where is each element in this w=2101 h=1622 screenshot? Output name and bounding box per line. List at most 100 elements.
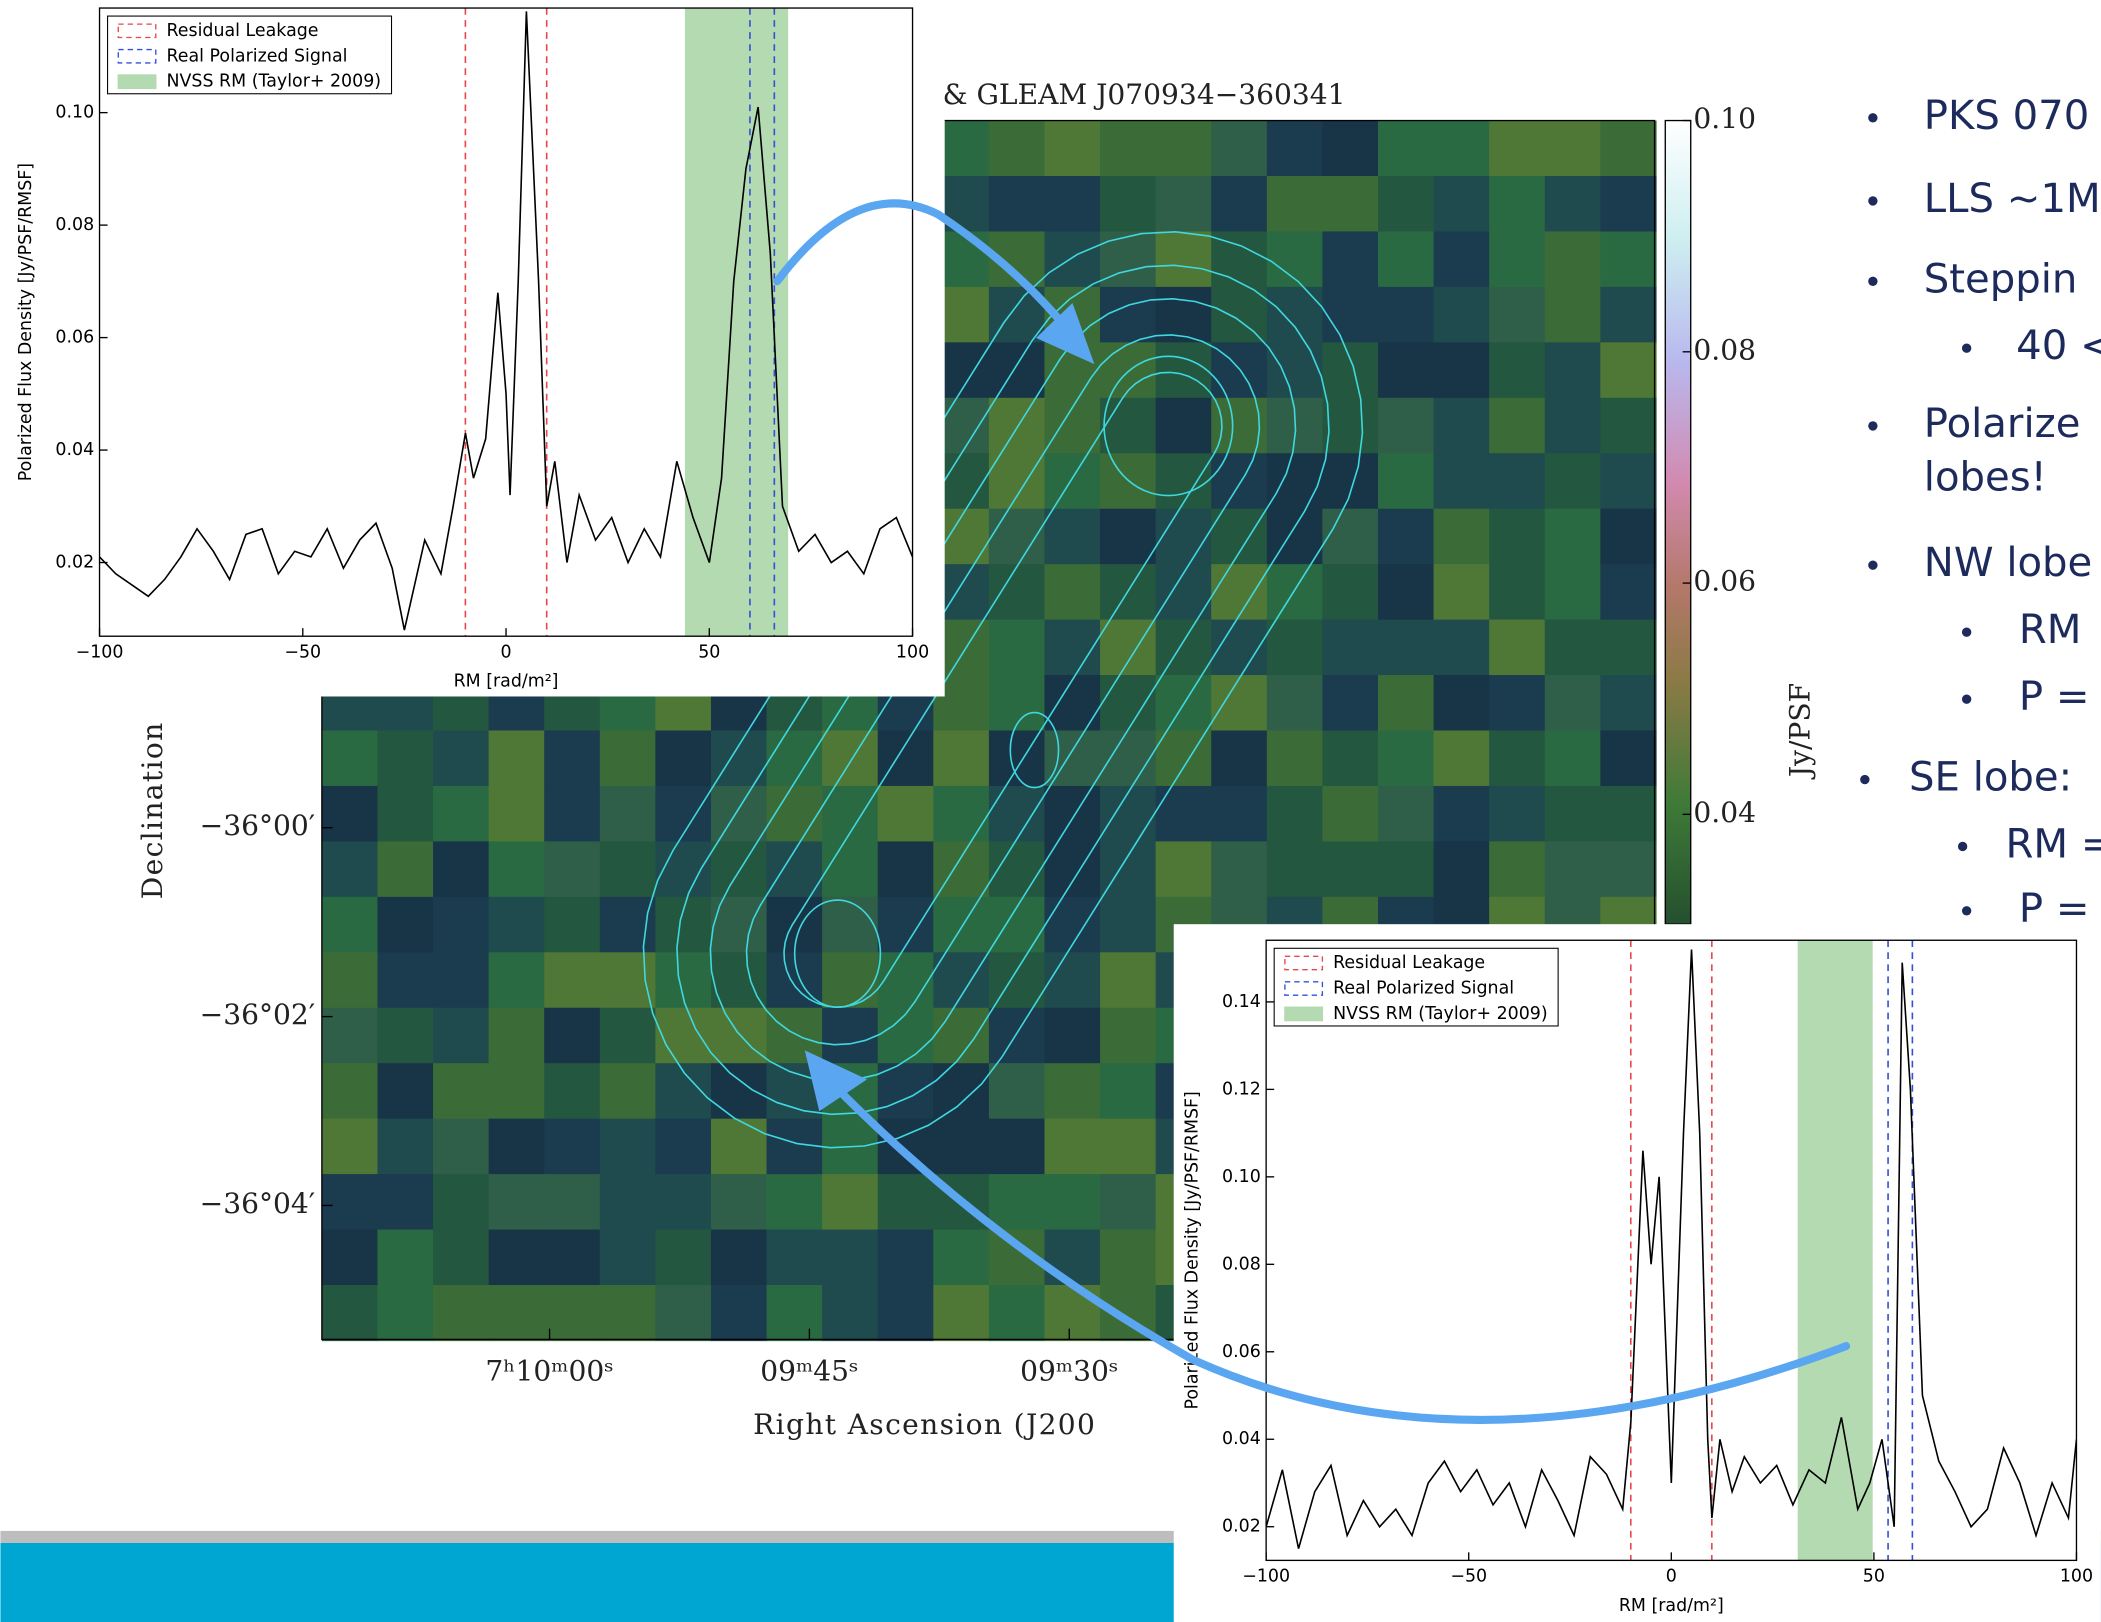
map-cell xyxy=(489,1230,545,1286)
map-cell xyxy=(1156,620,1212,676)
x-tick-label: −100 xyxy=(76,642,124,662)
map-cell xyxy=(989,121,1045,177)
map-cell xyxy=(1545,509,1601,565)
map-cell xyxy=(1378,287,1434,343)
legend-label: NVSS RM (Taylor+ 2009) xyxy=(1333,1004,1548,1024)
map-cell xyxy=(933,1230,989,1286)
map-cell xyxy=(1267,176,1323,232)
map-cell xyxy=(1600,287,1656,343)
map-cell xyxy=(1211,509,1267,565)
map-cell xyxy=(711,1008,767,1064)
map-cell xyxy=(1156,342,1212,398)
map-cell xyxy=(1378,509,1434,565)
map-cell xyxy=(989,786,1045,842)
map-cell xyxy=(1100,1174,1156,1230)
map-cell xyxy=(600,897,656,953)
map-cell xyxy=(1322,620,1378,676)
y-tick-label: 0.08 xyxy=(1222,1254,1261,1274)
bullet-dot xyxy=(1962,344,1971,353)
map-cell xyxy=(1100,509,1156,565)
bullet-text: 40 < xyxy=(2016,323,2101,369)
map-cell xyxy=(1322,287,1378,343)
map-cell xyxy=(1434,620,1490,676)
map-cell xyxy=(544,952,600,1008)
map-cell xyxy=(1600,841,1656,897)
map-cell xyxy=(1100,1119,1156,1175)
map-cell xyxy=(1267,731,1323,787)
map-cell xyxy=(1434,453,1490,509)
legend-label: NVSS RM (Taylor+ 2009) xyxy=(167,72,382,92)
map-cell xyxy=(433,1008,489,1064)
map-cell xyxy=(989,731,1045,787)
map-cell xyxy=(433,731,489,787)
legend-swatch xyxy=(118,75,156,88)
map-cell xyxy=(1489,121,1545,177)
map-cell xyxy=(1545,675,1601,731)
map-cell xyxy=(767,1285,823,1341)
map-cell xyxy=(1600,121,1656,177)
map-cell xyxy=(600,1285,656,1341)
map-cell xyxy=(1489,398,1545,454)
map-cell xyxy=(1322,564,1378,620)
map-cell xyxy=(1600,231,1656,287)
map-cell xyxy=(377,1285,433,1341)
bullet-dot xyxy=(1868,421,1877,430)
x-tick-label: 50 xyxy=(1863,1566,1885,1586)
map-cell xyxy=(377,1119,433,1175)
map-cell xyxy=(322,841,378,897)
map-cell xyxy=(600,841,656,897)
map-cell xyxy=(600,1230,656,1286)
y-tick-label: −36°00′ xyxy=(200,809,316,842)
map-cell xyxy=(655,1119,711,1175)
map-cell xyxy=(1211,121,1267,177)
map-cell xyxy=(1322,841,1378,897)
bullet-text: PKS 070 xyxy=(1924,93,2090,139)
map-cell xyxy=(1156,231,1212,287)
x-axis-label: RM [rad/m²] xyxy=(1619,1596,1724,1616)
map-cell xyxy=(1434,287,1490,343)
map-cell xyxy=(878,841,934,897)
bullet-text: RM xyxy=(2019,607,2082,653)
map-cell xyxy=(1211,675,1267,731)
map-cell xyxy=(1100,287,1156,343)
map-cell xyxy=(433,1285,489,1341)
colorbar xyxy=(1665,121,1690,925)
map-cell xyxy=(1322,731,1378,787)
map-cell xyxy=(1434,231,1490,287)
map-cell xyxy=(1100,897,1156,953)
map-cell xyxy=(1100,121,1156,177)
map-cell xyxy=(1322,342,1378,398)
map-cell xyxy=(822,1230,878,1286)
map-cell xyxy=(1044,231,1100,287)
map-cell xyxy=(1322,786,1378,842)
bullet-text: SE lobe: xyxy=(1909,755,2072,801)
map-cell xyxy=(1545,564,1601,620)
map-cell xyxy=(1489,564,1545,620)
map-cell xyxy=(1322,509,1378,565)
map-cell xyxy=(377,1174,433,1230)
map-cell xyxy=(322,1174,378,1230)
map-cell xyxy=(933,731,989,787)
bullet-text: Steppin xyxy=(1924,256,2078,302)
map-cell xyxy=(933,786,989,842)
map-cell xyxy=(1434,564,1490,620)
bullet-dot xyxy=(1868,113,1877,122)
map-cell xyxy=(767,1230,823,1286)
colorbar-tick-label: 0.04 xyxy=(1693,796,1756,829)
spectrum-panel: −100−500501000.020.040.060.080.100.120.1… xyxy=(1174,924,2101,1622)
map-cell xyxy=(1100,1008,1156,1064)
map-cell xyxy=(1434,509,1490,565)
map-cell xyxy=(1211,841,1267,897)
map-cell xyxy=(600,1063,656,1119)
map-cell xyxy=(989,398,1045,454)
map-cell xyxy=(822,731,878,787)
map-cell xyxy=(878,786,934,842)
map-cell xyxy=(989,897,1045,953)
band xyxy=(685,8,788,636)
map-cell xyxy=(1267,121,1323,177)
map-cell xyxy=(1322,453,1378,509)
map-cell xyxy=(1600,398,1656,454)
y-tick-label: −36°04′ xyxy=(200,1187,316,1220)
map-cell xyxy=(322,1063,378,1119)
